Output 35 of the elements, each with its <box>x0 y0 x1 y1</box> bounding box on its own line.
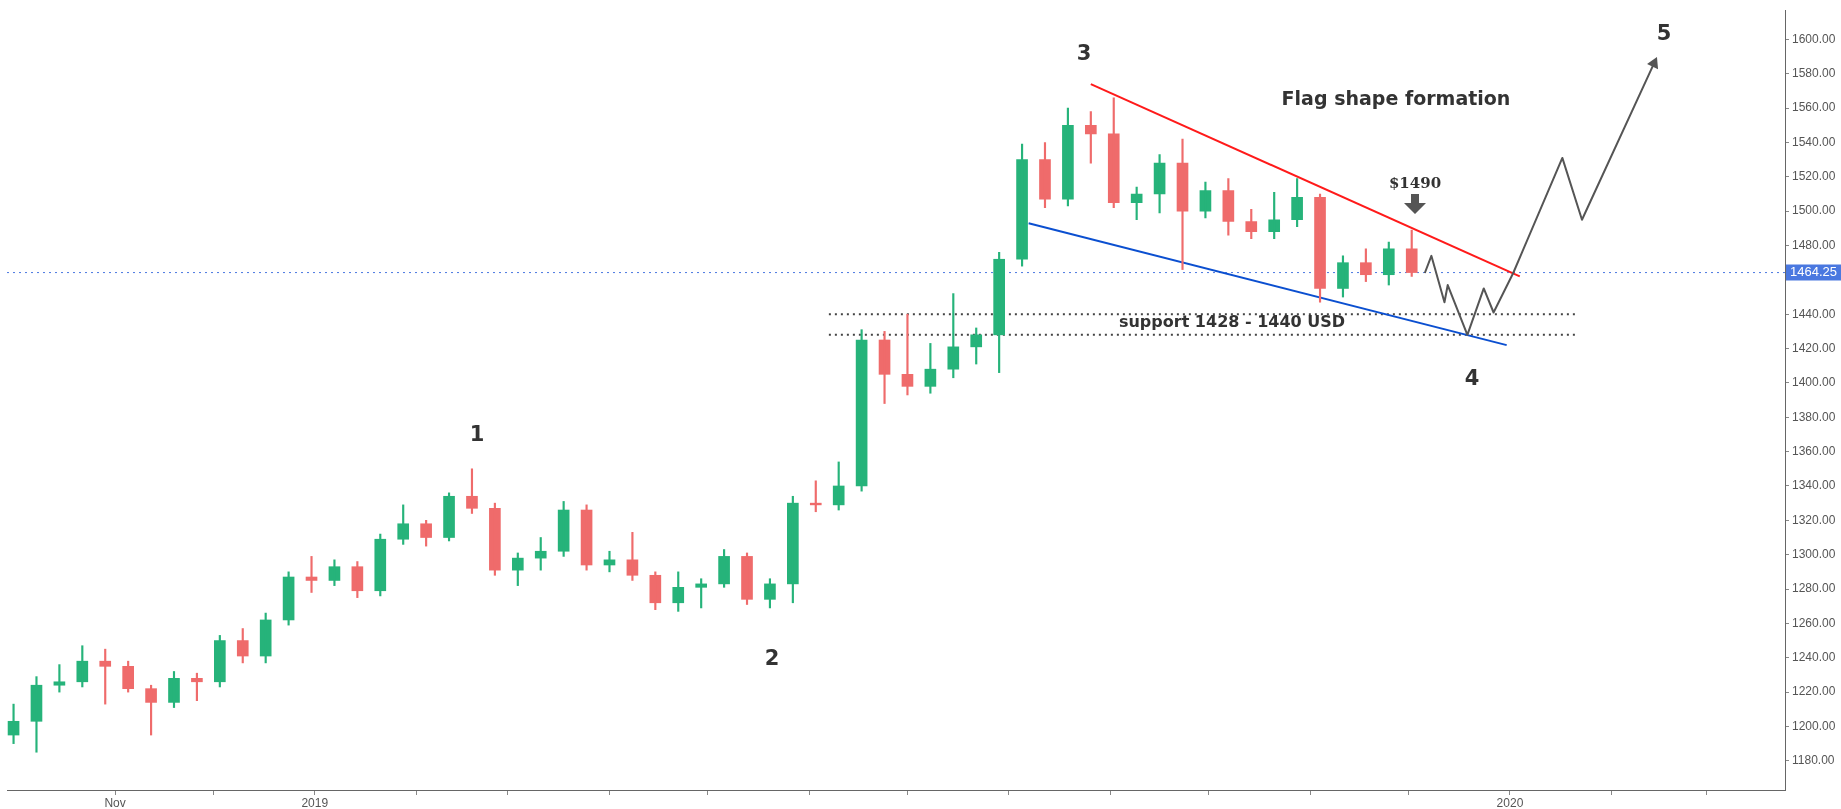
y-tick-label: 1260.00 <box>1792 615 1836 630</box>
annotation: support 1428 - 1440 USD <box>1118 312 1346 332</box>
y-tick-label: 1440.00 <box>1792 306 1836 321</box>
y-tick-label: 1180.00 <box>1792 753 1835 768</box>
y-tick-label: 1420.00 <box>1792 340 1836 355</box>
y-tick-label: 1280.00 <box>1792 581 1836 596</box>
y-tick-label: 1300.00 <box>1792 547 1836 561</box>
annotation: Flag shape formation <box>1281 86 1511 109</box>
y-tick-label: 1560.00 <box>1792 100 1836 115</box>
x-tick-label: Nov <box>104 795 126 809</box>
annotation: 1 <box>469 422 485 447</box>
annotation: 3 <box>1076 41 1092 66</box>
y-tick-label: 1320.00 <box>1792 512 1836 527</box>
ref-line-label: 1464.25 <box>1790 264 1837 280</box>
y-tick-label: 1600.00 <box>1792 31 1836 46</box>
annotation: 5 <box>1656 21 1672 46</box>
y-tick-label: 1540.00 <box>1792 134 1836 149</box>
y-tick-label: 1520.00 <box>1792 169 1836 184</box>
candlestick <box>397 504 410 545</box>
candlestick <box>53 664 66 693</box>
annotation: 4 <box>1464 366 1480 391</box>
y-tick-label: 1340.00 <box>1792 478 1836 493</box>
y-tick-label: 1580.00 <box>1792 66 1836 81</box>
x-tick-label: 2019 <box>301 795 329 809</box>
y-tick-label: 1360.00 <box>1792 443 1836 458</box>
annotation: 2 <box>764 646 780 671</box>
y-tick-label: 1480.00 <box>1792 237 1836 252</box>
annotation: $1490 <box>1388 173 1442 192</box>
y-tick-label: 1500.00 <box>1792 203 1836 218</box>
x-tick-label: 2020 <box>1496 795 1524 809</box>
y-tick-label: 1200.00 <box>1792 718 1836 733</box>
y-tick-label: 1380.00 <box>1792 409 1836 424</box>
y-tick-label: 1240.00 <box>1792 650 1836 665</box>
y-tick-label: 1400.00 <box>1792 375 1836 390</box>
y-tick-label: 1220.00 <box>1792 684 1836 699</box>
